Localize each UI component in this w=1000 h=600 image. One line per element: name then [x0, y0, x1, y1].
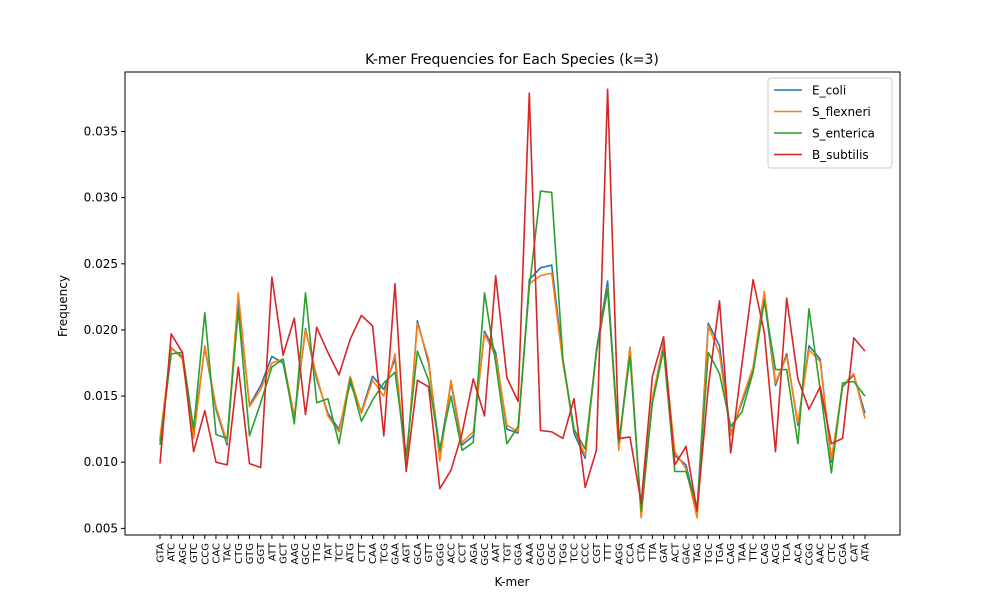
x-tick-label: CCC: [581, 543, 592, 564]
legend-label: S_enterica: [812, 127, 875, 141]
x-tick-label: CTG: [234, 543, 245, 564]
y-axis: 0.005 0.010 0.015 0.020 0.025 0.030 0.035: [84, 125, 125, 535]
x-tick-label: ATA: [861, 543, 872, 561]
x-tick-label: CAA: [368, 543, 379, 564]
x-tick-label: GAC: [681, 543, 692, 564]
x-tick-label: GCG: [536, 543, 547, 565]
x-tick-label: TCT: [335, 542, 346, 563]
x-tick-label: CCT: [458, 542, 469, 563]
x-tick-label: GAA: [391, 543, 402, 565]
x-tick-label: AGT: [402, 542, 413, 563]
x-tick-label: TCC: [570, 543, 581, 564]
chart-title: K-mer Frequencies for Each Species (k=3): [365, 52, 659, 68]
y-tick-label: 0.025: [84, 257, 118, 271]
x-tick-label: CGT: [592, 542, 603, 563]
x-tick-label: TTA: [648, 543, 659, 562]
x-tick-label: CAG: [726, 543, 737, 564]
x-tick-label: TAA: [737, 543, 748, 563]
x-tick-label: TAC: [223, 543, 234, 563]
y-tick-label: 0.035: [84, 125, 118, 139]
x-tick-label: ACC: [446, 543, 457, 564]
x-tick-label: GTT: [424, 542, 435, 562]
y-tick-label: 0.010: [84, 455, 118, 469]
x-tick-label: GAT: [659, 542, 670, 563]
legend: E_coli S_flexneri S_enterica B_subtilis: [767, 77, 893, 169]
x-tick-label: TCG: [379, 543, 390, 564]
x-tick-label: GCA: [413, 543, 424, 565]
x-tick-label: TGA: [715, 543, 726, 565]
x-tick-label: AGA: [469, 543, 480, 564]
x-axis-label: K-mer: [495, 575, 530, 589]
legend-label: B_subtilis: [812, 148, 869, 162]
x-tick-label: CCG: [200, 543, 211, 565]
x-tick-label: AAC: [816, 543, 827, 564]
series-line-s-enterica: [159, 190, 866, 513]
x-tick-label: CAT: [849, 542, 860, 562]
x-tick-label: TAG: [693, 543, 704, 564]
plot-area-frame: [124, 71, 901, 536]
x-tick-label: ACA: [793, 543, 804, 564]
y-tick-label: 0.020: [84, 323, 118, 337]
x-tick-label: GGT: [256, 542, 267, 564]
series-line-b-subtilis: [159, 88, 866, 513]
x-tick-label: CTC: [827, 543, 838, 563]
x-tick-label: CCA: [626, 543, 637, 564]
x-tick-label: GGG: [435, 543, 446, 566]
x-tick-label: GGC: [480, 543, 491, 565]
x-tick-label: GTC: [189, 543, 200, 563]
x-tick-label: ACG: [771, 543, 782, 564]
x-tick-label: ATG: [346, 543, 357, 563]
x-tick-label: AGC: [178, 543, 189, 564]
legend-box: [767, 77, 893, 169]
legend-label: S_flexneri: [812, 105, 871, 119]
x-tick-label: TTC: [749, 543, 760, 562]
x-tick-label: GTA: [156, 543, 167, 563]
x-tick-label: TGC: [704, 543, 715, 565]
x-tick-label: TTT: [603, 542, 614, 562]
series-line-s-flexneri: [159, 272, 866, 519]
x-tick-label: CGG: [805, 543, 816, 565]
x-tick-label: TGG: [558, 543, 569, 566]
series-line-e-coli: [159, 264, 866, 517]
x-tick-label: ACT: [670, 542, 681, 563]
x-tick-label: AGG: [614, 543, 625, 565]
x-tick-label: GGA: [514, 543, 525, 565]
x-tick-label: CTT: [357, 542, 368, 562]
x-tick-label: AAG: [290, 543, 301, 565]
x-tick-label: CTA: [637, 543, 648, 562]
plot-lines: [159, 88, 866, 519]
x-tick-label: CGA: [838, 543, 849, 565]
x-tick-label: GCC: [301, 543, 312, 565]
x-tick-label: AAT: [491, 542, 502, 562]
x-tick-label: CGC: [547, 543, 558, 565]
x-tick-label: ATC: [167, 543, 178, 562]
x-tick-label: TAT: [323, 542, 334, 561]
x-tick-label: GTG: [245, 543, 256, 564]
x-tick-label: CAC: [211, 543, 222, 564]
y-tick-label: 0.030: [84, 191, 118, 205]
x-tick-label: ATT: [267, 542, 278, 561]
x-tick-label: TCA: [782, 543, 793, 564]
y-tick-label: 0.015: [84, 389, 118, 403]
x-tick-label: GCT: [279, 542, 290, 564]
legend-label: E_coli: [812, 84, 846, 98]
x-axis: GTA ATC AGC GTC CCG CAC TAC CTG GTG GGT ATT GCT AAG G…: [156, 535, 872, 566]
x-tick-label: TGT: [502, 542, 513, 564]
y-tick-label: 0.005: [84, 521, 118, 535]
x-tick-label: TTG: [312, 543, 323, 564]
x-tick-label: AAA: [525, 543, 536, 564]
x-tick-label: CAG: [760, 543, 771, 564]
y-axis-label: Frequency: [56, 275, 70, 337]
